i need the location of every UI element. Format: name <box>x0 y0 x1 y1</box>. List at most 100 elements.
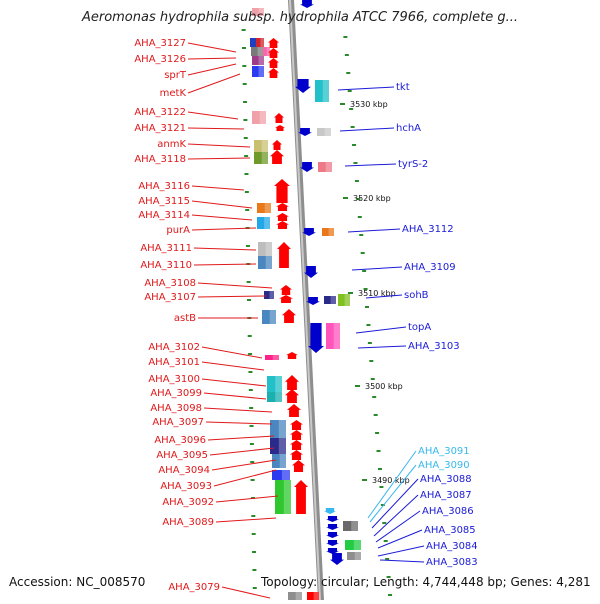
gene-forward <box>290 420 303 430</box>
map-title: Aeromonas hydrophila subsp. hydrophila A… <box>81 10 519 25</box>
gene-label-left[interactable]: AHA_3089 <box>162 517 214 528</box>
gene-label-left[interactable]: purA <box>166 225 190 236</box>
leader-line <box>191 227 257 231</box>
gene-label-left[interactable]: AHA_3121 <box>134 123 186 134</box>
gene-reverse <box>326 532 339 538</box>
gene-block <box>263 47 270 56</box>
ruler-tick-label: 3490 kbp <box>372 476 410 485</box>
gene-label-left[interactable]: AHA_3110 <box>140 260 192 271</box>
genome-backbone <box>287 0 325 604</box>
gene-reverse <box>326 516 339 522</box>
gene-block <box>257 203 271 213</box>
gene-label-left[interactable]: AHA_3107 <box>144 292 196 303</box>
leader-line <box>203 407 273 413</box>
gene-label-left[interactable]: AHA_3100 <box>148 374 200 385</box>
gene-label-right[interactable]: hchA <box>396 123 421 134</box>
gene-block <box>254 140 268 152</box>
leader-line <box>191 200 253 209</box>
gene-label-right[interactable]: tkt <box>396 82 410 93</box>
gene-reverse <box>300 162 314 172</box>
gene-label-left[interactable]: AHA_3126 <box>134 54 186 65</box>
gene-forward <box>287 404 301 417</box>
gene-reverse <box>330 553 344 565</box>
gene-block <box>258 242 272 256</box>
gene-label-left[interactable]: AHA_3115 <box>138 196 190 207</box>
gene-label-right[interactable]: tyrS-2 <box>398 159 428 170</box>
gene-features <box>250 0 361 600</box>
gene-forward <box>276 213 289 221</box>
gene-shade <box>259 111 266 124</box>
leader-line <box>213 469 277 487</box>
leader-line <box>365 294 403 299</box>
gene-label-left[interactable]: anmK <box>157 139 186 150</box>
gene-label-right[interactable]: AHA_3086 <box>422 506 474 517</box>
gene-label-left[interactable]: astB <box>174 313 196 324</box>
gene-forward <box>286 352 298 359</box>
gene-label-left[interactable]: AHA_3098 <box>150 403 202 414</box>
gene-label-right[interactable]: AHA_3109 <box>404 262 456 273</box>
gene-shade <box>278 438 286 454</box>
gene-block <box>258 256 272 269</box>
gene-label-right[interactable]: AHA_3091 <box>418 446 470 457</box>
gene-label-left[interactable]: AHA_3118 <box>134 154 186 165</box>
gene-label-left[interactable]: AHA_3102 <box>148 342 200 353</box>
gene-shade <box>278 420 286 438</box>
gene-label-left[interactable]: AHA_3108 <box>144 278 196 289</box>
gene-shade <box>313 592 319 600</box>
leader-line <box>187 127 245 130</box>
gene-label-left[interactable]: AHA_3097 <box>152 417 204 428</box>
gene-shade <box>351 521 358 531</box>
gene-block <box>252 8 264 16</box>
gene-label-left[interactable]: AHA_3114 <box>138 210 190 221</box>
gene-block <box>343 521 358 531</box>
gene-label-left[interactable]: AHA_3101 <box>148 357 200 368</box>
gene-label-right[interactable]: topA <box>408 322 431 333</box>
ruler-tick-label: 3520 kbp <box>353 194 391 203</box>
gene-label-left[interactable]: AHA_3095 <box>156 450 208 461</box>
gene-label-right[interactable]: AHA_3112 <box>402 224 454 235</box>
gene-reverse <box>304 266 318 278</box>
leader-line <box>191 185 245 191</box>
gene-label-left[interactable]: AHA_3116 <box>138 181 190 192</box>
gene-label-right[interactable]: sohB <box>404 290 429 301</box>
leader-line <box>339 127 395 132</box>
gene-label-left[interactable]: metK <box>160 88 187 99</box>
gene-label-right[interactable]: AHA_3085 <box>424 525 476 536</box>
gene-label-left[interactable]: AHA_3122 <box>134 107 186 118</box>
gene-block <box>265 355 279 360</box>
gene-forward <box>277 242 291 268</box>
gene-label-left[interactable]: AHA_3094 <box>158 465 210 476</box>
gene-forward <box>280 285 292 295</box>
gene-label-left[interactable]: AHA_3093 <box>160 481 212 492</box>
gene-block <box>307 592 319 600</box>
gene-label-left[interactable]: AHA_3079 <box>168 582 220 593</box>
gene-block <box>272 470 290 480</box>
gene-label-right[interactable]: AHA_3083 <box>426 557 478 568</box>
gene-label-right[interactable]: AHA_3103 <box>408 341 460 352</box>
gene-label-left[interactable]: AHA_3092 <box>162 497 214 508</box>
gene-forward <box>276 221 289 229</box>
gene-label-left[interactable]: AHA_3127 <box>134 38 186 49</box>
gene-shade <box>333 323 340 349</box>
gene-shade <box>269 291 274 299</box>
gene-shade <box>275 392 282 402</box>
gene-label-right[interactable]: AHA_3087 <box>420 490 472 501</box>
gene-forward <box>275 125 285 131</box>
leader-line <box>191 214 253 221</box>
leader-line <box>369 464 417 523</box>
gene-label-left[interactable]: AHA_3096 <box>154 435 206 446</box>
gene-label-left[interactable]: sprT <box>164 70 187 81</box>
leader-line <box>197 295 267 298</box>
gene-label-left[interactable]: AHA_3099 <box>150 388 202 399</box>
leader-line <box>187 63 237 76</box>
gene-block <box>252 111 266 124</box>
gene-block <box>322 228 334 236</box>
gene-label-right[interactable]: AHA_3090 <box>418 460 470 471</box>
gene-reverse <box>298 128 312 136</box>
gene-label-left[interactable]: AHA_3111 <box>140 243 192 254</box>
gene-label-right[interactable]: AHA_3088 <box>420 474 472 485</box>
gene-label-right[interactable]: AHA_3084 <box>426 541 478 552</box>
gene-block <box>318 162 332 172</box>
gene-forward <box>276 203 289 211</box>
